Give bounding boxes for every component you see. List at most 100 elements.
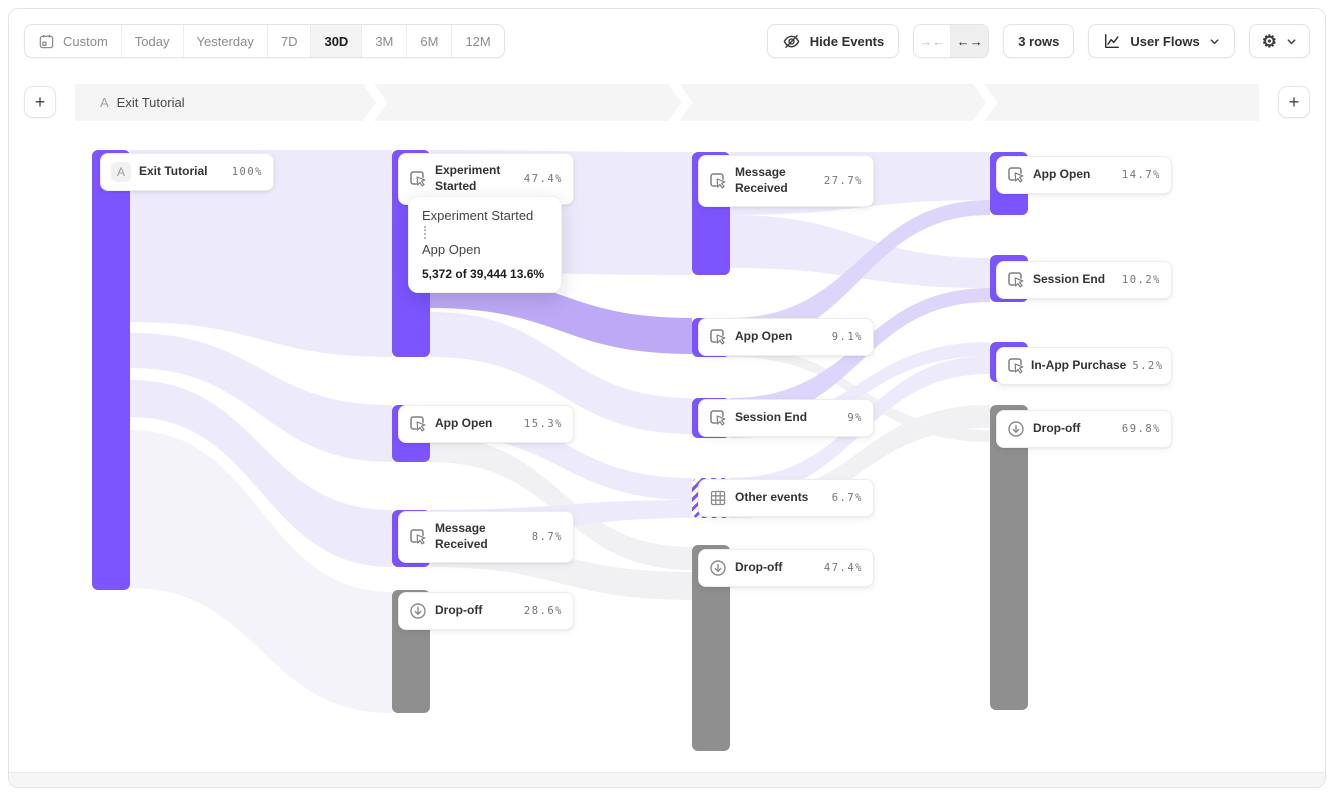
step-chevron-icon bbox=[363, 84, 388, 121]
flow-link-sessionend-iap[interactable] bbox=[730, 342, 990, 438]
date-range-30d-active[interactable]: 30D bbox=[311, 25, 363, 57]
node-label: Message Received bbox=[435, 521, 488, 551]
settings-button[interactable]: ⚙ bbox=[1248, 24, 1310, 58]
flow-bar-dropoff-4[interactable] bbox=[990, 405, 1028, 710]
date-range-label: Today bbox=[134, 33, 170, 49]
plus-icon: + bbox=[1288, 91, 1300, 112]
date-range-label: Yesterday bbox=[196, 33, 254, 49]
node-pct: 10.2% bbox=[1121, 274, 1161, 286]
date-range-3m[interactable]: 3M bbox=[362, 25, 408, 57]
flow-link-exit-message[interactable] bbox=[130, 380, 392, 567]
date-range-7d[interactable]: 7D bbox=[268, 25, 312, 57]
node-label: Message Received bbox=[735, 165, 788, 195]
node-label: Exit Tutorial bbox=[139, 164, 208, 179]
node-label: App Open bbox=[435, 416, 493, 431]
node-label: Session End bbox=[735, 410, 808, 425]
date-range-yesterday[interactable]: Yesterday bbox=[184, 25, 268, 57]
flow-card-exit-tutorial[interactable]: A Exit Tutorial 100% bbox=[100, 153, 274, 191]
step-chevron-icon bbox=[668, 84, 693, 121]
flow-card-other-events-3[interactable]: Other events 6.7% bbox=[698, 479, 874, 517]
chevron-down-icon bbox=[1286, 36, 1297, 47]
collapse-columns-button[interactable]: →← bbox=[914, 25, 952, 57]
hide-events-button[interactable]: Hide Events bbox=[766, 24, 900, 58]
step-label: A Exit Tutorial bbox=[100, 84, 185, 121]
dropoff-icon bbox=[409, 602, 427, 620]
date-range-label: 3M bbox=[375, 33, 394, 49]
expand-columns-button[interactable]: ←→ bbox=[951, 25, 989, 57]
flow-link-appopen-dropoff[interactable] bbox=[430, 436, 692, 570]
date-range-custom[interactable]: Custom bbox=[25, 25, 122, 57]
node-label: Drop-off bbox=[435, 603, 483, 618]
date-range-12m[interactable]: 12M bbox=[452, 25, 503, 57]
link-tooltip: Experiment Started App Open 5,372 of 39,… bbox=[408, 196, 562, 293]
collapse-arrows-icon: →← bbox=[919, 33, 946, 49]
event-icon bbox=[1007, 357, 1025, 375]
node-label: Session End bbox=[1033, 272, 1106, 287]
flow-card-session-end-4[interactable]: Session End 10.2% bbox=[996, 261, 1172, 299]
eye-off-icon bbox=[782, 32, 801, 51]
flow-bar-exit-tutorial[interactable] bbox=[92, 150, 130, 590]
date-range-label: Custom bbox=[63, 33, 108, 49]
toolbar: Custom Today Yesterday 7D 30D 3M 6M 12M … bbox=[24, 24, 1310, 58]
event-icon bbox=[1007, 166, 1025, 184]
node-label: Drop-off bbox=[1033, 421, 1081, 436]
step-badge: A bbox=[100, 95, 109, 110]
flow-card-dropoff-4[interactable]: Drop-off 69.8% bbox=[996, 410, 1172, 448]
event-icon bbox=[1007, 271, 1025, 289]
rows-count-button[interactable]: 3 rows bbox=[1003, 24, 1075, 58]
node-pct: 6.7% bbox=[831, 492, 863, 504]
node-label: In-App Purchase bbox=[1031, 358, 1127, 373]
flow-link-appopen3-appopen4[interactable] bbox=[730, 200, 990, 345]
node-label: Experiment Started bbox=[435, 163, 501, 193]
step-chevron-icon bbox=[973, 84, 998, 121]
node-label: Other events bbox=[735, 490, 809, 505]
dropoff-icon bbox=[709, 559, 727, 577]
date-range-group: Custom Today Yesterday 7D 30D 3M 6M 12M bbox=[24, 24, 505, 58]
node-pct: 8.7% bbox=[531, 531, 563, 543]
step-name: Exit Tutorial bbox=[116, 95, 185, 110]
node-pct: 15.3% bbox=[523, 418, 563, 430]
calendar-icon bbox=[38, 33, 55, 50]
node-pct: 100% bbox=[231, 166, 263, 178]
user-flows-icon bbox=[1103, 32, 1121, 50]
add-step-button-right[interactable]: + bbox=[1278, 86, 1310, 118]
step-a-badge: A bbox=[111, 162, 131, 182]
node-pct: 9% bbox=[847, 412, 863, 424]
toolbar-right-group: Hide Events →← ←→ 3 rows bbox=[766, 24, 1310, 58]
node-pct: 28.6% bbox=[523, 605, 563, 617]
tooltip-to-event: App Open bbox=[422, 242, 481, 257]
node-pct: 14.7% bbox=[1121, 169, 1161, 181]
dropoff-icon bbox=[1007, 420, 1025, 438]
tooltip-stat: 5,372 of 39,444 13.6% bbox=[422, 267, 545, 281]
node-pct: 27.7% bbox=[823, 175, 863, 187]
event-icon bbox=[709, 328, 727, 346]
expand-arrows-icon: ←→ bbox=[956, 33, 983, 49]
flow-card-dropoff-2[interactable]: Drop-off 28.6% bbox=[398, 592, 574, 630]
node-label: App Open bbox=[1033, 167, 1091, 182]
flow-card-message-received-3[interactable]: Message Received 27.7% bbox=[698, 155, 874, 207]
chart-type-button[interactable]: User Flows bbox=[1088, 24, 1235, 58]
grid-icon bbox=[709, 489, 727, 507]
rows-count-label: 3 rows bbox=[1018, 33, 1060, 49]
add-step-button-left[interactable]: + bbox=[24, 86, 56, 118]
hide-events-label: Hide Events bbox=[809, 33, 885, 49]
flow-card-dropoff-3[interactable]: Drop-off 47.4% bbox=[698, 549, 874, 587]
node-label: App Open bbox=[735, 329, 793, 344]
flow-link-experiment-sessionend[interactable] bbox=[430, 312, 692, 434]
date-range-today[interactable]: Today bbox=[122, 25, 184, 57]
flow-card-session-end-3[interactable]: Session End 9% bbox=[698, 399, 874, 437]
step-header-band[interactable]: A Exit Tutorial bbox=[75, 84, 1259, 121]
flow-link-exit-dropoff[interactable] bbox=[130, 430, 392, 713]
flow-link-message-sessionend4[interactable] bbox=[730, 215, 990, 288]
flow-card-app-open-4[interactable]: App Open 14.7% bbox=[996, 156, 1172, 194]
flow-card-app-open-2[interactable]: App Open 15.3% bbox=[398, 405, 574, 443]
flow-link-exit-experiment[interactable] bbox=[130, 150, 392, 357]
flow-card-app-open-3[interactable]: App Open 9.1% bbox=[698, 318, 874, 356]
tooltip-from-event: Experiment Started bbox=[422, 208, 534, 223]
flow-link-exit-appopen[interactable] bbox=[130, 333, 392, 462]
node-pct: 69.8% bbox=[1121, 423, 1161, 435]
flow-card-message-received-2[interactable]: Message Received 8.7% bbox=[398, 511, 574, 563]
flow-card-in-app-purchase-4[interactable]: In-App Purchase 5.2% bbox=[996, 347, 1172, 385]
node-pct: 5.2% bbox=[1132, 360, 1164, 372]
date-range-6m[interactable]: 6M bbox=[407, 25, 453, 57]
